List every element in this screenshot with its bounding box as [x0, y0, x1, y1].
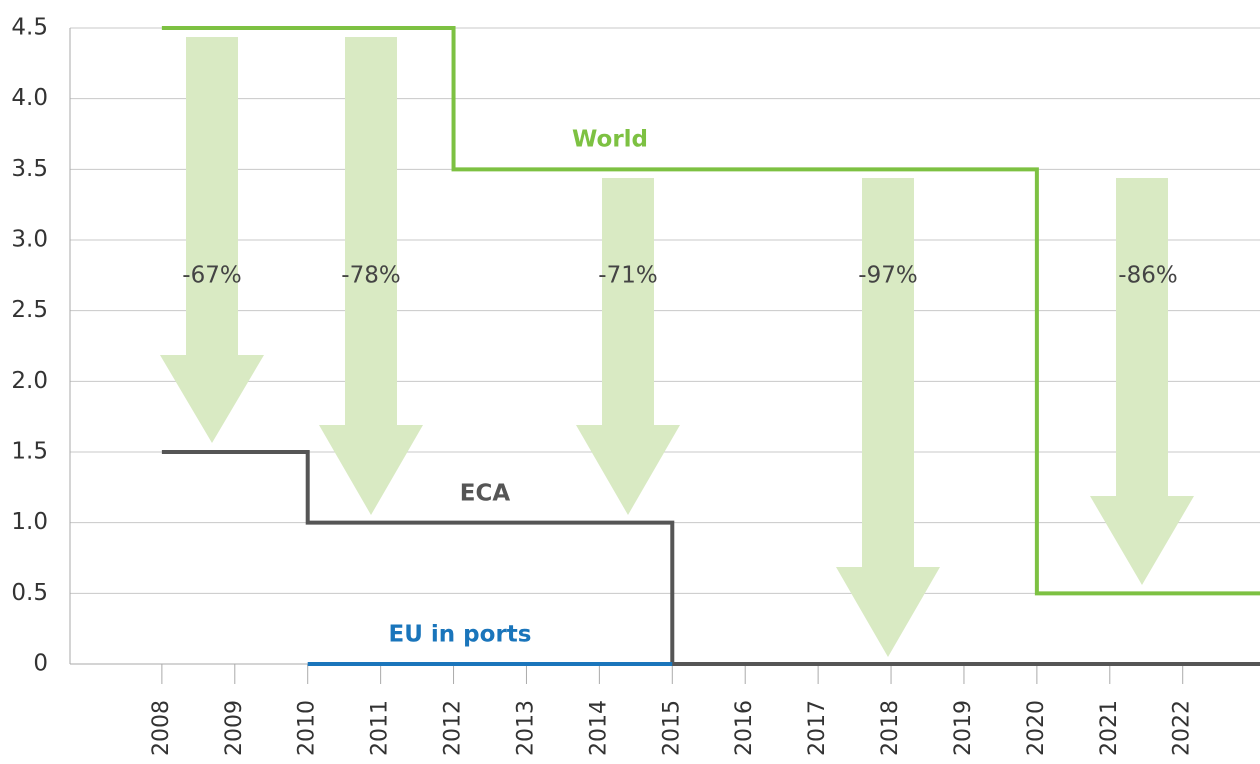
x-tick-label: 2020 — [1024, 700, 1049, 756]
series-label: EU in ports — [389, 622, 532, 648]
y-tick-label: 1.0 — [11, 509, 48, 535]
annotation: -78% — [341, 263, 400, 289]
step-line — [161, 26, 1260, 596]
y-tick-label: 1.5 — [11, 439, 48, 465]
annotation: -86% — [1118, 263, 1177, 289]
x-tick-label: 2016 — [732, 700, 757, 756]
y-tick-label: 2.0 — [11, 368, 48, 394]
x-tick-label: 2015 — [659, 700, 684, 756]
x-tick-label: 2022 — [1170, 700, 1195, 756]
x-tick-label: 2008 — [149, 700, 174, 756]
reduction-arrow — [576, 178, 680, 515]
y-tick-label: 3.0 — [11, 227, 48, 253]
step-line — [161, 450, 1260, 666]
x-tick-label: 2013 — [513, 700, 538, 756]
series-label: ECA — [460, 481, 511, 507]
reduction-arrow — [160, 37, 264, 443]
x-tick-label: 2019 — [951, 700, 976, 756]
x-tick-label: 2012 — [441, 700, 466, 756]
x-tick-label: 2014 — [586, 700, 611, 756]
x-tick-label: 2017 — [805, 700, 830, 756]
reduction-arrow — [1090, 178, 1194, 585]
x-tick-label: 2010 — [295, 700, 320, 756]
reduction-arrow — [319, 37, 423, 515]
y-tick-label: 0.5 — [11, 580, 48, 606]
y-tick-label: 0 — [33, 651, 48, 677]
x-tick-label: 2011 — [368, 700, 393, 756]
series-label: World — [572, 127, 648, 153]
y-tick-label: 2.5 — [11, 297, 48, 323]
x-tick-label: 2009 — [222, 700, 247, 756]
x-tick-label: 2018 — [878, 700, 903, 756]
annotation: -67% — [182, 263, 241, 289]
annotation: -97% — [858, 263, 917, 289]
y-tick-label: 4.5 — [11, 15, 48, 41]
x-tick-label: 2021 — [1097, 700, 1122, 756]
y-tick-label: 4.0 — [11, 85, 48, 111]
annotation: -71% — [598, 263, 657, 289]
y-tick-label: 3.5 — [11, 156, 48, 182]
reduction-arrow — [836, 178, 940, 657]
